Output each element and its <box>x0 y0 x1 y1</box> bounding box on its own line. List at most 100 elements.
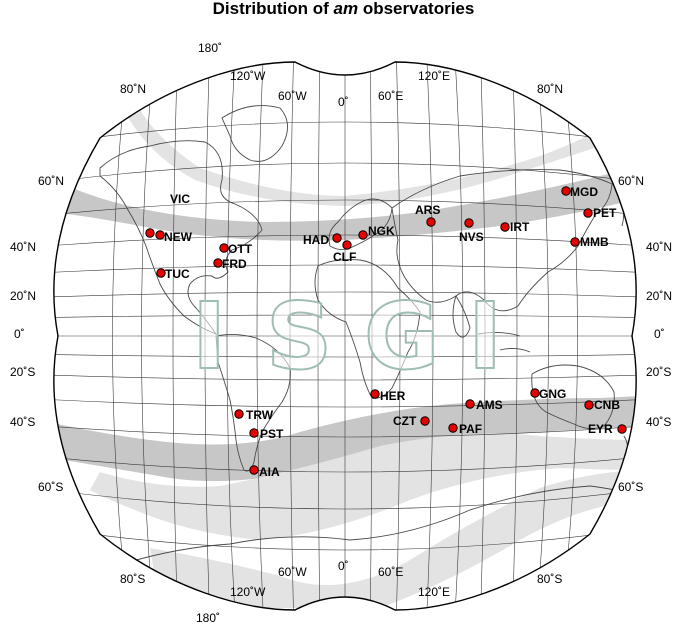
map-title: Distribution of am observatories <box>0 0 687 18</box>
meridian-180 <box>204 62 211 610</box>
observatory-cnb: CNB <box>584 398 620 412</box>
lon-label-bottom: 180˚ <box>196 611 220 625</box>
observatory-label: PST <box>260 427 284 441</box>
aurora-bands-south <box>53 396 637 608</box>
observatory-ams: AMS <box>465 398 503 412</box>
observatory-label: HER <box>380 389 406 403</box>
observatory-gng: GNG <box>530 387 566 401</box>
latitude-labels-left: 80˚N 60˚N 40˚N 20˚N 0˚ 20˚S 40˚S 60˚S 80… <box>10 82 146 586</box>
coast-australia <box>531 364 615 429</box>
lat-label-left: 60˚S <box>38 480 63 494</box>
observatory-eyr: EYR <box>588 422 627 436</box>
lat-label-left: 20˚N <box>10 289 36 303</box>
observatory-marker <box>234 409 244 419</box>
lat-label-right: 80˚N <box>537 82 563 96</box>
meridian-60w <box>289 62 295 610</box>
lat-label-left: 20˚S <box>10 365 35 379</box>
lon-label-top: 60˚E <box>378 89 403 103</box>
observatory-marker <box>370 389 380 399</box>
observatory-nvs: NVS <box>459 218 484 244</box>
title-emphasis: am <box>333 0 359 18</box>
observatory-label: TUC <box>165 267 190 281</box>
observatory-marker <box>249 465 259 475</box>
observatory-pst: PST <box>249 427 284 441</box>
lat-label-right: 60˚N <box>618 174 644 188</box>
observatory-had: HAD <box>303 233 342 247</box>
observatory-label: NVS <box>459 230 484 244</box>
lat-label-left: 40˚S <box>10 415 35 429</box>
observatory-marker <box>464 218 474 228</box>
observatory-label: CLF <box>333 250 356 264</box>
meridian-30e <box>369 62 373 610</box>
observatory-label: GNG <box>539 387 566 401</box>
observatory-marker <box>617 424 627 434</box>
coast-greenland <box>221 105 288 162</box>
title-suffix: observatories <box>358 0 475 18</box>
meridian-150e <box>511 62 518 610</box>
title-prefix: Distribution of <box>212 0 334 18</box>
lon-label-top: 0˚ <box>338 95 349 109</box>
lat-label-left: 80˚S <box>120 572 145 586</box>
observatory-new: NEW <box>155 230 193 244</box>
observatory-marker <box>332 233 342 243</box>
observatory-label: MMB <box>580 235 609 249</box>
coastlines <box>99 105 637 569</box>
lat-label-right: 0˚ <box>654 327 665 341</box>
observatory-marker <box>249 428 259 438</box>
lon-label-bottom: 120˚W <box>230 585 266 599</box>
meridian-180e <box>479 62 486 610</box>
lon-label-top: 120˚E <box>418 69 450 83</box>
meridian-west-far <box>141 62 156 610</box>
observatory-tuc: TUC <box>156 267 190 281</box>
observatory-label: FRD <box>222 257 247 271</box>
observatory-marker <box>583 208 593 218</box>
observatory-marker <box>358 230 368 240</box>
observatory-label: CZT <box>393 414 417 428</box>
observatory-her: HER <box>370 389 406 403</box>
observatory-marker <box>219 243 229 253</box>
observatory-irt: IRT <box>500 220 530 234</box>
observatory-label: NGK <box>368 224 395 238</box>
coast-africa <box>314 259 421 399</box>
meridian-90w <box>256 62 265 610</box>
observatory-marker <box>213 258 223 268</box>
observatory-marker <box>342 240 352 250</box>
watermark-letter-i: I <box>468 283 502 390</box>
observatory-marker <box>584 400 594 410</box>
observatory-marker <box>561 186 571 196</box>
observatory-marker <box>420 416 430 426</box>
latitude-labels-right: 80˚N 60˚N 40˚N 20˚N 0˚ 20˚S 40˚S 60˚S 80… <box>537 82 672 586</box>
observatory-aia: AIA <box>249 465 280 479</box>
longitude-labels-bottom: 120˚W 60˚W 0˚ 60˚E 120˚E 180˚ <box>196 559 450 625</box>
observatory-pet: PET <box>583 206 617 220</box>
coast-south-america <box>215 333 291 472</box>
lon-label-bottom: 120˚E <box>418 585 450 599</box>
lat-label-right: 40˚S <box>646 415 671 429</box>
observatory-label: IRT <box>510 220 530 234</box>
meridian-west-edge <box>112 62 131 610</box>
coast-india <box>452 294 471 338</box>
isgi-watermark: I S G I <box>191 282 503 391</box>
observatory-marker <box>426 217 436 227</box>
meridian-60e <box>395 62 401 610</box>
observatory-ngk: NGK <box>358 224 395 240</box>
lon-label-bottom: 60˚W <box>278 565 307 579</box>
lat-label-left: 40˚N <box>10 240 36 254</box>
observatory-label: AIA <box>259 465 280 479</box>
observatory-label: VIC <box>170 192 190 206</box>
meridian-90e <box>425 62 434 610</box>
lat-label-left: 60˚N <box>38 174 64 188</box>
lat-label-right: 80˚S <box>537 572 562 586</box>
observatory-marker <box>530 388 540 398</box>
meridian-30w <box>317 62 321 610</box>
observatory-label: OTT <box>228 242 253 256</box>
observatory-paf: PAF <box>448 422 482 436</box>
aurora-bands-north <box>53 92 637 241</box>
lon-label-bottom: 60˚E <box>378 565 403 579</box>
coast-asia <box>391 169 613 312</box>
observatory-marker <box>570 237 580 247</box>
watermark-letter-i: I <box>192 283 226 390</box>
lon-label-top: 60˚W <box>278 89 307 103</box>
